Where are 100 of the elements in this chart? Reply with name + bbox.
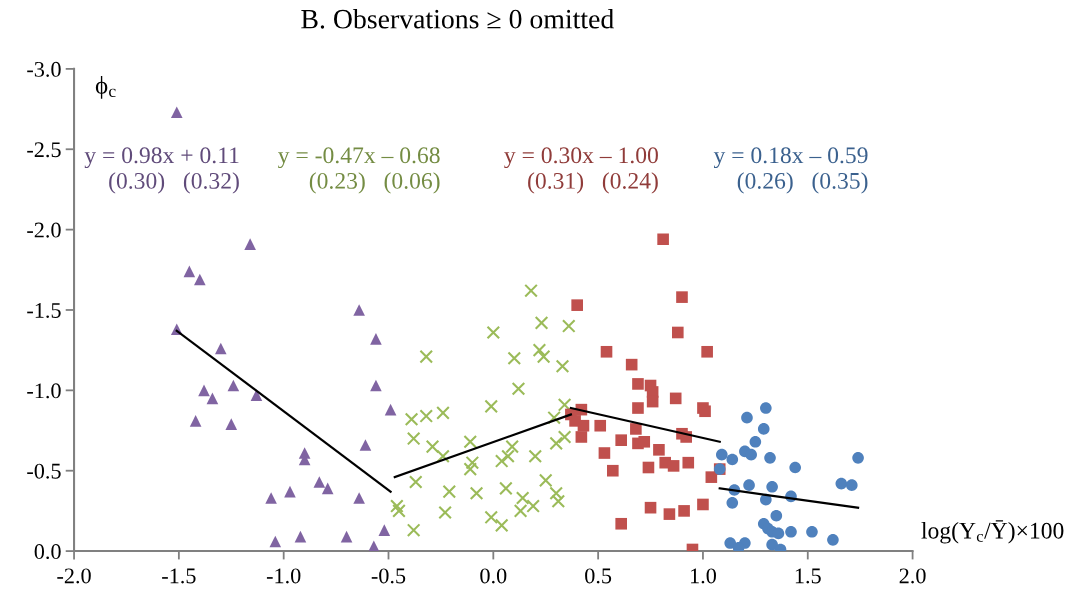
point	[183, 265, 196, 278]
y-tick-label: -2.0	[27, 222, 61, 238]
point	[682, 456, 695, 469]
point	[663, 508, 676, 520]
point	[667, 460, 680, 472]
point	[532, 343, 547, 358]
x-tick-label: 0.5	[585, 568, 612, 584]
point	[225, 418, 238, 430]
x-tick-label: -0.5	[371, 568, 406, 584]
point	[549, 436, 564, 451]
point	[436, 406, 450, 420]
point	[321, 482, 334, 495]
point	[353, 304, 365, 316]
point	[646, 395, 659, 408]
point	[206, 392, 219, 405]
point	[194, 273, 206, 286]
annotation: y = -0.47x – 0.68 (0.23) (0.06)	[278, 147, 440, 194]
point	[745, 448, 757, 461]
point	[697, 498, 709, 511]
point	[406, 431, 421, 446]
point	[785, 525, 797, 538]
point	[524, 283, 538, 298]
point	[538, 473, 553, 488]
x-tick-label: -2.0	[57, 568, 91, 584]
annotation: y = 0.30x – 1.00 (0.31) (0.24)	[504, 147, 658, 194]
y-tick-label: -3.0	[27, 61, 61, 77]
point	[724, 537, 737, 549]
point	[170, 106, 183, 119]
point	[764, 452, 776, 464]
y-tick-label: -0.5	[27, 463, 61, 479]
point	[406, 523, 421, 538]
point	[250, 389, 263, 401]
point	[632, 378, 644, 390]
point	[549, 486, 564, 501]
point	[726, 453, 739, 466]
point	[732, 542, 745, 552]
point	[699, 405, 711, 418]
x-tick-label: 2.0	[899, 568, 926, 584]
point	[536, 349, 551, 364]
point	[770, 509, 783, 522]
point	[557, 397, 572, 412]
point	[463, 462, 478, 476]
point	[494, 518, 509, 533]
point	[600, 345, 613, 358]
y-tick-label: -1.0	[27, 383, 61, 399]
point	[313, 476, 326, 488]
point	[425, 439, 440, 454]
point	[499, 481, 513, 496]
point	[507, 351, 522, 366]
point	[359, 439, 372, 451]
point	[265, 492, 277, 504]
point	[644, 501, 657, 514]
point	[555, 359, 570, 374]
point	[571, 299, 583, 311]
point	[657, 233, 669, 246]
point	[716, 448, 728, 461]
point	[749, 435, 762, 448]
point	[436, 449, 450, 464]
point	[806, 525, 818, 538]
point	[577, 419, 590, 432]
point	[741, 411, 753, 424]
point	[669, 392, 682, 405]
point	[615, 517, 627, 530]
point	[607, 464, 619, 477]
point	[505, 439, 520, 454]
point	[561, 319, 576, 333]
point	[438, 505, 452, 520]
point	[598, 447, 611, 459]
point	[392, 504, 406, 518]
point	[835, 477, 848, 490]
point	[513, 504, 528, 518]
x-tick-label: -1.5	[162, 568, 196, 584]
point	[189, 415, 202, 427]
point	[557, 430, 572, 444]
point	[442, 484, 457, 499]
annotation: y = 0.18x – 0.59 (0.26) (0.35)	[713, 147, 868, 194]
point	[575, 431, 588, 443]
point	[615, 434, 627, 446]
y-tick-label: -2.5	[27, 142, 61, 158]
point	[671, 326, 684, 339]
point	[340, 530, 353, 543]
point	[726, 497, 739, 509]
point	[638, 435, 651, 448]
point	[463, 434, 478, 449]
point	[743, 479, 755, 491]
point	[705, 471, 718, 483]
point	[419, 349, 434, 364]
point	[408, 475, 423, 489]
point	[852, 452, 864, 464]
point	[404, 412, 419, 427]
chart-title: B. Observations ≥ 0 omitted	[301, 8, 614, 29]
point	[198, 384, 210, 397]
point	[845, 479, 858, 491]
point	[547, 410, 561, 425]
y-axis-title: ϕ$_{c}$	[95, 76, 116, 99]
point	[419, 409, 434, 423]
point	[370, 333, 382, 345]
x-tick-label: 1.0	[691, 568, 716, 584]
point	[632, 402, 644, 414]
y-tick-label: -1.5	[27, 303, 61, 319]
